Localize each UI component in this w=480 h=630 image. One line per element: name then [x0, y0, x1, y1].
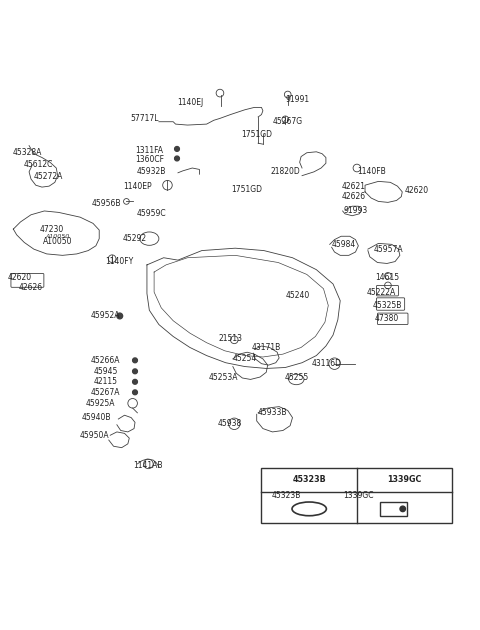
Text: 47230: 47230 [39, 225, 64, 234]
Text: 1140FY: 1140FY [106, 257, 134, 266]
Circle shape [175, 147, 180, 151]
Text: 45957A: 45957A [373, 244, 403, 254]
Text: A10050: A10050 [46, 234, 70, 239]
Text: 14615: 14615 [375, 273, 399, 282]
Text: 21820D: 21820D [270, 168, 300, 176]
Text: 42620: 42620 [405, 186, 429, 195]
Text: 47380: 47380 [375, 314, 399, 323]
Text: 42620: 42620 [8, 273, 32, 282]
Text: 91993: 91993 [343, 207, 368, 215]
Text: 45267G: 45267G [273, 117, 303, 126]
Circle shape [132, 390, 137, 395]
Text: 45323B: 45323B [272, 491, 301, 500]
Text: 1140EJ: 1140EJ [177, 98, 203, 107]
Text: 45940B: 45940B [81, 413, 110, 422]
Text: 1751GD: 1751GD [232, 185, 263, 195]
Text: 1339GC: 1339GC [387, 475, 422, 484]
Text: 45240: 45240 [285, 292, 310, 301]
Text: 42626: 42626 [341, 192, 366, 201]
Text: 1140EP: 1140EP [123, 181, 152, 191]
Text: 45222A: 45222A [366, 287, 396, 297]
Text: 45325B: 45325B [372, 301, 402, 310]
Text: 45959C: 45959C [137, 209, 167, 219]
Text: 1360CF: 1360CF [135, 156, 164, 164]
Text: 45253A: 45253A [208, 374, 238, 382]
Circle shape [132, 369, 137, 374]
Text: 45956B: 45956B [92, 199, 121, 209]
Text: 1751GD: 1751GD [241, 130, 272, 139]
Text: 42626: 42626 [19, 283, 43, 292]
Bar [380, 502, 407, 516]
Text: 45945: 45945 [93, 367, 118, 376]
Text: 45933B: 45933B [258, 408, 287, 417]
Text: 45950A: 45950A [80, 431, 109, 440]
Text: 45323B: 45323B [292, 475, 326, 484]
Circle shape [132, 358, 137, 363]
Text: 45267A: 45267A [91, 388, 120, 397]
Text: 1311FA: 1311FA [135, 146, 163, 155]
Text: 45254: 45254 [233, 355, 257, 364]
Circle shape [117, 313, 122, 319]
Text: 42621: 42621 [342, 181, 366, 191]
Text: 45266A: 45266A [91, 356, 120, 365]
Text: 1339GC: 1339GC [343, 491, 373, 500]
Text: 45925A: 45925A [86, 399, 115, 408]
Bar [262, 467, 452, 523]
Text: 45272A: 45272A [34, 172, 63, 181]
Text: 45938: 45938 [217, 420, 241, 428]
Text: 43171B: 43171B [252, 343, 281, 352]
Text: 1140FB: 1140FB [357, 168, 385, 176]
Circle shape [175, 156, 180, 161]
Text: 45328A: 45328A [13, 148, 42, 158]
Text: 45255: 45255 [284, 374, 309, 382]
Text: 1141AB: 1141AB [133, 461, 163, 470]
Text: 42115: 42115 [94, 377, 118, 386]
Text: 45952A: 45952A [91, 311, 120, 321]
Text: 45612C: 45612C [24, 160, 53, 169]
Text: 43116D: 43116D [312, 359, 342, 368]
Text: 45932B: 45932B [137, 168, 167, 176]
Text: 57717L: 57717L [130, 114, 159, 123]
Text: 21513: 21513 [218, 335, 242, 343]
Text: 91991: 91991 [285, 94, 309, 104]
Circle shape [132, 379, 137, 384]
Text: A10050: A10050 [43, 236, 72, 246]
Circle shape [400, 506, 406, 512]
Text: 45292: 45292 [123, 234, 147, 243]
Text: 45984: 45984 [332, 240, 356, 249]
